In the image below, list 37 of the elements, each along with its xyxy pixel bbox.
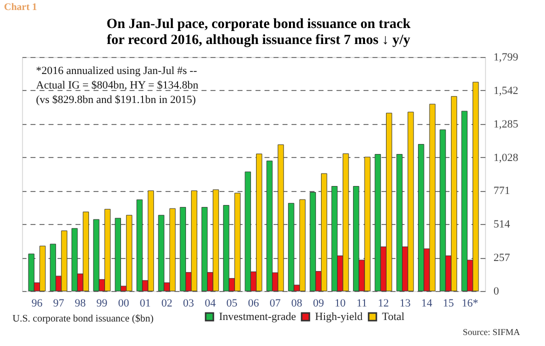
x-tick-label: 09 [312,298,324,310]
y-tick-label: 771 [494,185,510,198]
x-tick-label: 12 [378,298,389,310]
chart-title: On Jan-Jul pace, corporate bond issuance on track for record 2016, although issuance first 7 mos ↓ y/y [106,17,411,48]
y-tick-label: 1,285 [494,118,519,130]
x-axis-title: U.S. corporate bond issuance ($bn) [12,314,154,324]
x-tick-label: 96 [31,298,43,310]
legend-label: Total [382,310,404,323]
x-tick-label: 01 [140,298,151,310]
x-tick-label: 15 [442,298,454,310]
x-tick-label: 00 [118,298,130,310]
x-tick-label: 98 [74,298,86,310]
caption: Chart 1 [4,2,38,13]
y-tick-label: 1,028 [494,152,519,164]
x-tick-label: 99 [96,298,108,310]
x-tick-label: 16* [462,298,478,310]
x-tick-label: 06 [248,298,260,310]
y-tick-label: 1,799 [494,52,519,64]
x-tick-label: 04 [204,298,216,310]
x-tick-label: 11 [356,298,368,310]
annotation: *2016 annualized using Jan-Jul #s -- Actual IG = $804bn, HY = $134.8bn (vs $829.8bn and $191.1bn in 2015) [36,65,199,106]
y-tick-label: 514 [494,218,510,231]
legend-label: High-yield [315,310,364,323]
x-tick-label: 10 [334,298,346,310]
x-tick-label: 13 [400,298,412,310]
x-tick-label: 07 [270,298,282,310]
x-tick-label: 08 [291,298,303,310]
legend-label: Investment-grade [219,310,296,323]
y-tick-label: 257 [494,252,510,264]
x-tick-label: 97 [53,298,65,310]
x-tick-label: 02 [161,298,172,310]
y-tick-label: 1,542 [494,84,518,97]
x-tick-label: 05 [226,298,238,310]
x-tick-label: 14 [421,298,433,310]
source-note: Source: SIFMA [462,327,520,337]
y-tick-label: 0 [494,286,500,298]
x-tick-label: 03 [183,298,195,310]
